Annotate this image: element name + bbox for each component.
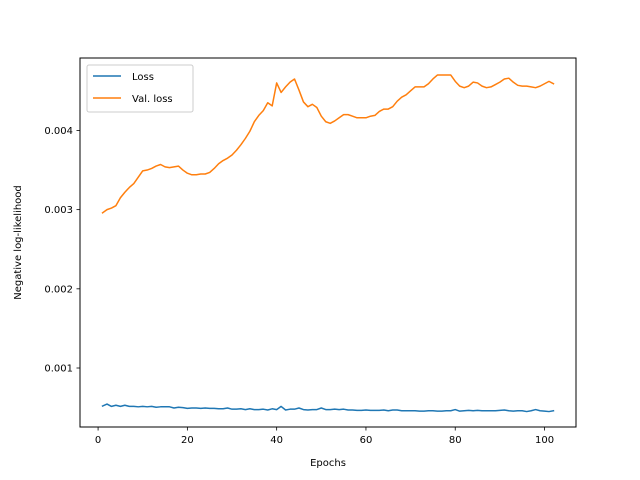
x-tick-label: 80 (449, 435, 462, 446)
y-tick-label: 0.001 (44, 364, 73, 375)
x-axis-label: Epochs (310, 458, 346, 469)
y-axis: 0.001 0.002 0.003 0.004 (44, 126, 80, 375)
y-axis-label: Negative log-likelihood (13, 185, 24, 300)
x-tick-label: 60 (360, 435, 373, 446)
x-tick-label: 40 (270, 435, 283, 446)
y-tick-label: 0.002 (44, 284, 73, 295)
legend-label-loss: Loss (132, 72, 154, 83)
x-axis: 0 20 40 60 80 100 (95, 427, 554, 446)
x-tick-label: 20 (181, 435, 194, 446)
x-tick-label: 0 (95, 435, 101, 446)
series-layer (101, 74, 555, 413)
series-line-val-loss (101, 74, 555, 214)
series-line-loss (101, 403, 555, 413)
plot-frame (79, 57, 577, 428)
y-tick-label: 0.003 (44, 205, 73, 216)
legend-label-val-loss: Val. loss (132, 94, 173, 105)
x-tick-label: 100 (535, 435, 554, 446)
legend: Loss Val. loss (86, 64, 194, 113)
y-tick-label: 0.004 (44, 126, 73, 137)
